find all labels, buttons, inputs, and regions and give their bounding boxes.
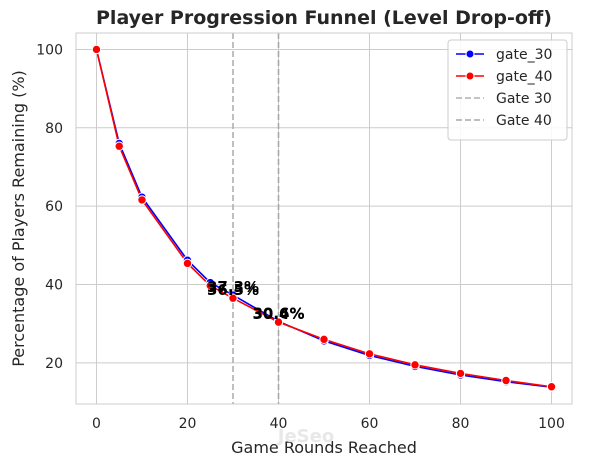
axes: 0 20 40 60 80 100 20 40 60 80 100 xyxy=(36,32,573,432)
data-point-gate_40 xyxy=(455,368,466,379)
plot-frame xyxy=(75,32,573,405)
data-point-gate_40 xyxy=(410,360,420,370)
data-point-gate_40 xyxy=(364,349,375,359)
legend-label: Gate 30 xyxy=(496,91,552,107)
legend-label: gate_30 xyxy=(496,47,552,63)
legend-swatch-marker xyxy=(465,49,475,59)
legend-swatch-marker xyxy=(465,71,475,81)
x-axis-label: Game Rounds Reached xyxy=(231,438,417,457)
data-point-gate_40 xyxy=(546,382,557,392)
legend-label: gate_40 xyxy=(496,69,552,85)
y-axis-label: Percentage of Players Remaining (%) xyxy=(9,70,28,367)
reference-lines xyxy=(232,33,280,404)
x-tick-label: 100 xyxy=(538,416,565,432)
y-tick-label: 100 xyxy=(36,42,63,58)
legend-box xyxy=(447,39,568,141)
x-tick-label: 60 xyxy=(361,416,379,432)
y-tick-label: 20 xyxy=(45,356,63,372)
x-tick-label: 20 xyxy=(179,416,197,432)
data-point-gate_40 xyxy=(319,334,329,345)
data-point-gate_40 xyxy=(501,375,511,386)
annotations: 37.3%36.5% 30.6%30.4% xyxy=(207,278,305,323)
annotation-label: 37.3% xyxy=(207,278,259,296)
x-tick-label: 80 xyxy=(452,416,470,432)
series xyxy=(91,44,557,392)
data-point-gate_40 xyxy=(228,293,238,303)
legend-label: Gate 40 xyxy=(496,113,552,129)
y-tick-label: 80 xyxy=(45,121,63,137)
legend: gate_30 gate_40 Gate 30 Gate 40 xyxy=(447,39,568,141)
y-tick-label: 60 xyxy=(45,199,63,215)
x-tick-label: 0 xyxy=(92,416,101,432)
data-point-gate_40 xyxy=(273,317,284,327)
annotation-label: 30.4% xyxy=(252,305,304,323)
annotation-label: 30.6% xyxy=(252,304,304,322)
data-point-gate_40 xyxy=(91,44,102,55)
data-point-gate_40 xyxy=(137,195,147,205)
data-point-gate_40 xyxy=(205,280,215,291)
data-point-gate_40 xyxy=(114,141,124,151)
annotation-label: 36.5% xyxy=(207,281,259,299)
x-tick-label: 40 xyxy=(270,416,288,432)
watermark: JeSeo xyxy=(276,426,334,447)
chart-title: Player Progression Funnel (Level Drop-of… xyxy=(96,7,552,29)
y-tick-label: 40 xyxy=(45,278,63,294)
data-point-gate_40 xyxy=(182,258,193,269)
